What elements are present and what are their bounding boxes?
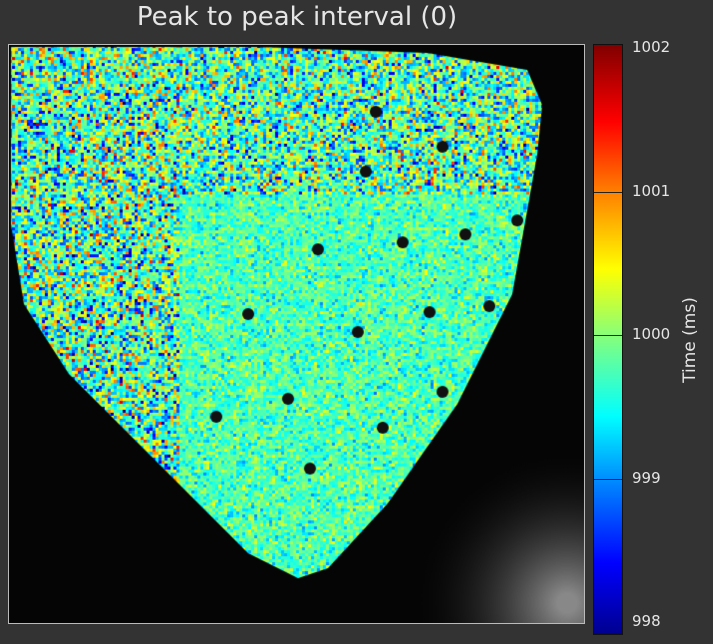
colorbar-tick-label: 1001 <box>632 181 671 200</box>
colorbar-tick-label: 998 <box>632 612 661 630</box>
colorbar-tick <box>594 191 622 193</box>
colorbar-tick <box>594 335 622 336</box>
colorbar-tick-label: 1000 <box>632 325 671 343</box>
heatmap-image <box>8 44 585 624</box>
colorbar-label: Time (ms) <box>680 297 700 383</box>
chart-title: Peak to peak interval (0) <box>136 2 458 32</box>
colorbar <box>593 44 623 635</box>
colorbar-tick-label: 999 <box>632 468 661 487</box>
colorbar-tick-label: 1002 <box>632 38 671 56</box>
colorbar-tick <box>594 478 622 480</box>
